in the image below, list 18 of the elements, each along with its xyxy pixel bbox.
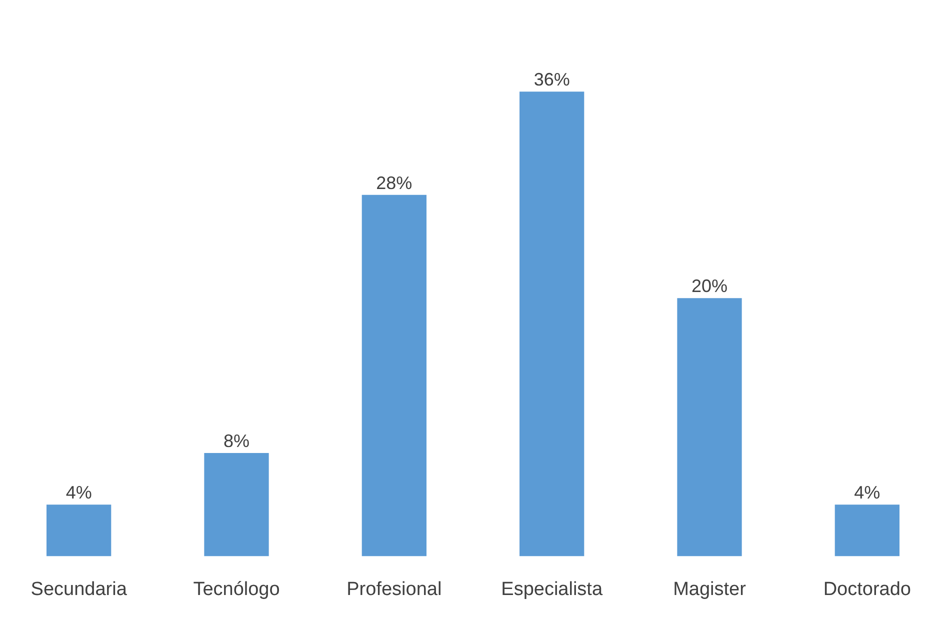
data-label: 4% xyxy=(66,482,92,503)
bar xyxy=(834,504,900,556)
x-tick-label: Secundaria xyxy=(30,578,128,600)
data-label: 36% xyxy=(534,70,570,90)
bar xyxy=(46,504,112,556)
data-label: 8% xyxy=(223,430,250,451)
x-tick-label: Tecnólogo xyxy=(193,578,280,600)
bar xyxy=(677,298,742,556)
bar xyxy=(204,452,269,556)
data-label: 4% xyxy=(854,482,880,503)
bar xyxy=(520,92,584,556)
x-tick-label: Doctorado xyxy=(823,578,912,600)
bar xyxy=(362,194,426,556)
x-tick-label: Magister xyxy=(673,578,747,600)
data-label: 20% xyxy=(691,276,728,296)
x-tick-label: Profesional xyxy=(346,578,442,600)
data-label: 28% xyxy=(376,172,412,193)
x-tick-label: Especialista xyxy=(501,578,603,600)
